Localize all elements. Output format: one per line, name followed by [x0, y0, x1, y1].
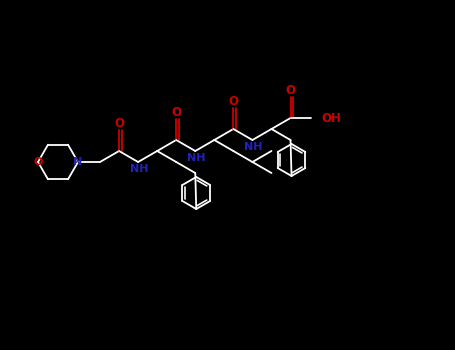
Text: OH: OH [321, 112, 341, 125]
Text: NH: NH [244, 142, 263, 152]
Text: N: N [73, 157, 83, 167]
Text: O: O [171, 106, 181, 119]
Text: O: O [228, 94, 238, 107]
Text: NH: NH [130, 164, 148, 174]
Text: O: O [33, 157, 43, 167]
Text: O: O [286, 84, 296, 97]
Text: O: O [114, 117, 124, 130]
Text: NH: NH [187, 153, 206, 163]
